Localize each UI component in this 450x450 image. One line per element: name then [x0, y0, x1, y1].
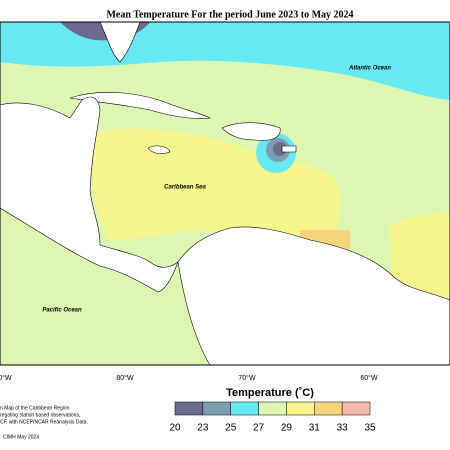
longitude-label: 70°W: [238, 374, 256, 382]
puerto-rico: [281, 145, 297, 153]
legend: 20 23 25 27 29 31 33 35: [169, 401, 376, 434]
longitude-labels: 0°W 80°W 70°W 60°W: [0, 374, 378, 382]
legend-tick-label: 20: [169, 423, 181, 434]
map-frame: [0, 21, 450, 366]
map: Atlantic Ocean Caribbean Sea Pacific Oce…: [0, 21, 450, 366]
sea-label: Caribbean Sea: [164, 185, 206, 191]
south-america: [177, 226, 450, 366]
cuba: [69, 92, 212, 119]
longitude-label: 80°W: [116, 374, 134, 382]
footnote-line: CIMH May 2024: [3, 434, 39, 440]
legend-title: Temperature (˚C): [226, 387, 314, 399]
legend-tick-label: 29: [281, 423, 293, 434]
legend-tick-label: 35: [364, 423, 376, 434]
color-box: [314, 401, 343, 416]
ocean-label: Pacific Ocean: [42, 308, 82, 314]
legend-tick-label: 27: [253, 423, 265, 434]
central-america: [0, 96, 179, 293]
color-box: [230, 401, 259, 416]
warm-zone: [390, 213, 450, 300]
legend-tick-label: 31: [309, 423, 321, 434]
color-box: [202, 401, 231, 416]
color-box: [341, 401, 371, 416]
color-box: [174, 401, 204, 416]
title: Mean Temperature For the period June 202…: [106, 9, 353, 20]
footnote-line: regating station based observations,: [0, 412, 80, 418]
jamaica: [147, 145, 171, 154]
ocean-label: Atlantic Ocean: [348, 66, 391, 72]
color-box: [258, 401, 287, 416]
legend-tick-label: 25: [225, 423, 237, 434]
legend-tick-label: 23: [197, 423, 209, 434]
longitude-label: 60°W: [360, 374, 378, 382]
hispaniola: [221, 122, 281, 141]
footnote-line: CF, with NCEP/NCAR Reanalysis Data.: [0, 419, 88, 425]
color-box: [286, 401, 315, 416]
footnote-line: n Map of the Caribbean Region: [0, 405, 70, 411]
legend-tick-label: 33: [337, 423, 349, 434]
cold-spot: [273, 142, 287, 156]
florida: [99, 21, 141, 63]
longitude-label: 0°W: [0, 374, 12, 382]
